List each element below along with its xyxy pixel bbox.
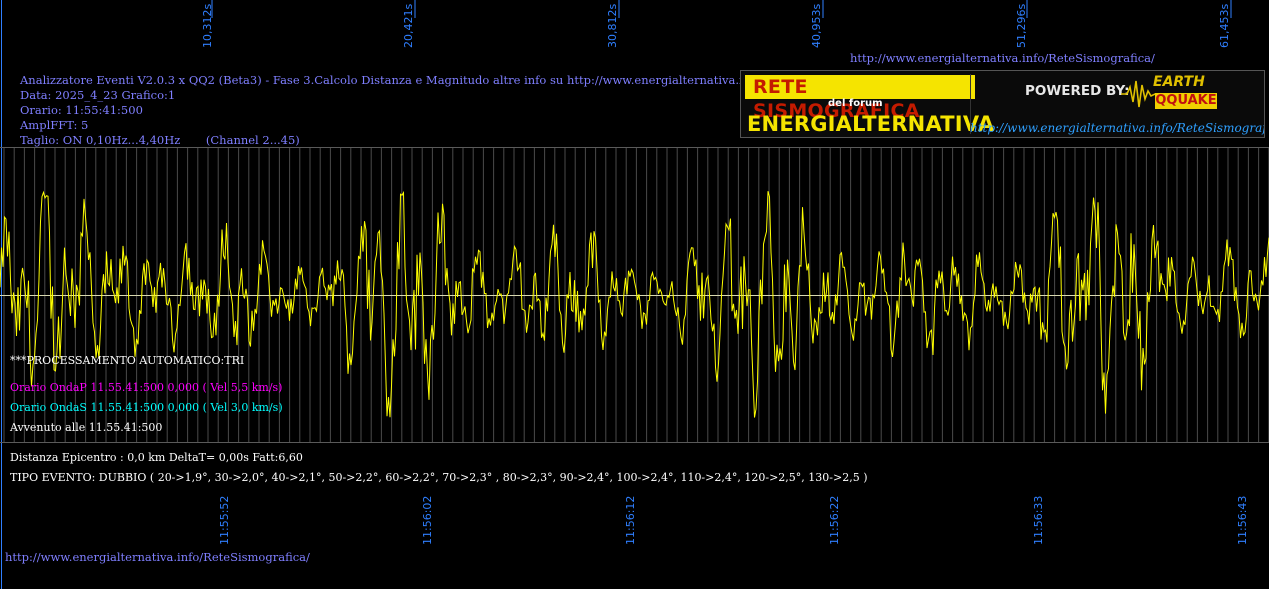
info-filter: Taglio: ON 0,10Hz...4,40Hz (Channel 2...… [20,133,300,147]
info-time: Orario: 11:55:41:500 [20,103,143,117]
top-tick-label: 30,812s [606,3,619,48]
info-title: Analizzatore Eventi V2.0.3 x QQ2 (Beta3)… [20,73,821,87]
footer-url-link[interactable]: http://www.energialternativa.info/ReteSi… [5,550,310,564]
info-date: Data: 2025_4_23 Grafico:1 [20,88,176,102]
top-tick-label: 61,453s [1218,3,1231,48]
onda-s-time: Orario OndaS 11.55.41:500 0,000 ( Vel 3,… [10,401,283,414]
info-amplfft: AmplFFT: 5 [20,118,89,132]
logo-divider [970,74,971,134]
logo-earth: EARTH [1153,74,1205,90]
bottom-time-label: 11:56:22 [828,495,841,545]
bottom-time-label: 11:56:02 [421,495,434,545]
logo-title: RETE SISMOGRAFICA [745,75,975,122]
waveform-trace [0,190,1269,418]
rete-sismografica-logo[interactable]: RETE SISMOGRAFICA del forum ENERGIALTERN… [740,70,1265,138]
logo-url: http://www.energialternativa.info/ReteSi… [970,121,1265,135]
top-tick-marks [211,0,1232,18]
bottom-time-label: 11:56:12 [624,495,637,545]
top-tick-label: 51,296s [1015,3,1028,48]
top-tick-label: 20,421s [402,3,415,48]
top-tick-label: 10,312s [201,3,214,48]
logo-subtitle: del forum [828,98,883,109]
top-url-link[interactable]: http://www.energialternativa.info/ReteSi… [850,51,1155,65]
logo-powered-by: POWERED BY: [1025,83,1130,99]
processing-auto: ***PROCESSAMENTO AUTOMATICO:TRI [10,354,245,367]
seismic-wave-icon [1121,80,1161,108]
tipo-evento: TIPO EVENTO: DUBBIO ( 20->1,9°, 30->2,0°… [10,471,868,484]
bottom-time-label: 11:56:33 [1032,495,1045,545]
distanza-epicentro: Distanza Epicentro : 0,0 km DeltaT= 0,00… [10,451,303,464]
top-tick-label: 40,953s [810,3,823,48]
logo-brand: ENERGIALTERNATIVA [747,112,995,136]
logo-qquake: QQUAKE [1155,93,1217,109]
bottom-time-label: 11:56:43 [1236,495,1249,545]
avvenuto-time: Avvenuto alle 11.55.41:500 [10,421,163,434]
onda-p-time: Orario OndaP 11.55.41:500 0,000 ( Vel 5,… [10,381,283,394]
bottom-time-label: 11:55:52 [218,495,231,545]
